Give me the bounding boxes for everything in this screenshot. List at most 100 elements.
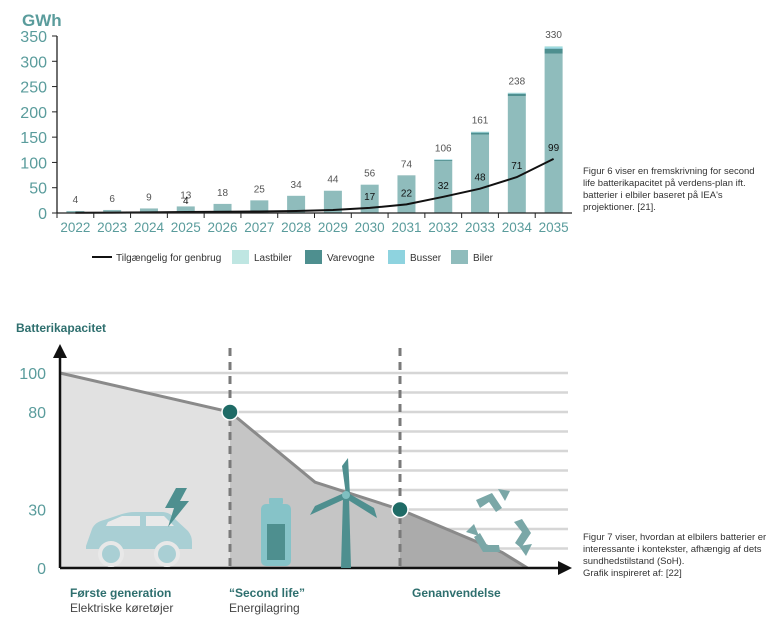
y-tick-label: 300 bbox=[20, 54, 47, 71]
y-tick-label: 200 bbox=[20, 105, 47, 122]
stage-title: Første generation bbox=[70, 586, 172, 600]
x-tick-label: 2022 bbox=[60, 220, 90, 235]
legend: Tilgængelig for genbrug Lastbiler Varevog… bbox=[92, 250, 494, 264]
line-value-label: 71 bbox=[511, 161, 523, 172]
y-tick-label: 0 bbox=[37, 561, 46, 578]
battery-capacity-lifecycle-chart: Batterikapacitet 0 30 80 100 bbox=[16, 321, 572, 578]
bar-total-label: 6 bbox=[109, 194, 115, 205]
x-tick-label: 2026 bbox=[208, 220, 238, 235]
bar-biler-2032 bbox=[434, 160, 453, 213]
y-tick-label: 30 bbox=[28, 503, 46, 520]
bar-biler-2026 bbox=[213, 203, 232, 213]
area-first-generation bbox=[60, 373, 230, 568]
bar-biler-2027 bbox=[250, 200, 269, 213]
car-charging-icon bbox=[86, 488, 192, 567]
x-tick-label: 2035 bbox=[539, 220, 569, 235]
legend-label-biler: Biler bbox=[473, 253, 494, 264]
bar-biler-2023 bbox=[103, 209, 122, 213]
bar-total-label: 9 bbox=[146, 192, 152, 203]
x-tick-label: 2031 bbox=[391, 220, 421, 235]
x-axis-arrow bbox=[558, 561, 572, 575]
bar-biler-2034 bbox=[507, 96, 526, 213]
y-axis-title: Batterikapacitet bbox=[16, 321, 106, 335]
bar-total-label: 13 bbox=[180, 190, 192, 201]
bar-biler-2028 bbox=[287, 195, 306, 213]
y-tick-label: 150 bbox=[20, 130, 47, 147]
figure-6-caption: Figur 6 viser en fremskrivning for secon… bbox=[583, 166, 755, 213]
y-axis-arrow bbox=[53, 344, 67, 358]
line-value-label: 99 bbox=[548, 143, 560, 154]
legend-label-busser: Busser bbox=[410, 253, 442, 264]
legend-swatch-busser bbox=[388, 250, 405, 264]
bar-biler-2024 bbox=[139, 208, 158, 213]
bar-busser-2034 bbox=[507, 93, 526, 94]
x-tick-label: 2023 bbox=[97, 220, 127, 235]
line-value-label: 17 bbox=[364, 192, 376, 203]
legend-line-label: Tilgængelig for genbrug bbox=[116, 253, 221, 264]
x-tick-label: 2034 bbox=[502, 220, 533, 235]
stage-subtitle: Elektriske køretøjer bbox=[70, 601, 174, 615]
bar-chart-gwh: GWh 0 50 100 150 200 250 300 350 4 6 9 13 18 25 34 44 5… bbox=[20, 11, 572, 264]
x-tick-label: 2027 bbox=[244, 220, 274, 235]
capacity-decline-line bbox=[59, 371, 529, 570]
bar-total-label: 238 bbox=[508, 77, 525, 88]
bar-total-label: 44 bbox=[327, 175, 339, 186]
bar-varevogne-2031 bbox=[397, 175, 416, 177]
line-value-label: 48 bbox=[474, 173, 486, 184]
line-value-label: 22 bbox=[401, 188, 413, 199]
bar-total-label: 106 bbox=[435, 143, 452, 154]
bar-total-label: 34 bbox=[291, 180, 303, 191]
y-axis-unit-label: GWh bbox=[22, 11, 62, 30]
bar-total-label: 56 bbox=[364, 169, 376, 180]
stage-first-generation: Første generation Elektriske køretøjer bbox=[70, 586, 173, 616]
bar-biler-2029 bbox=[323, 190, 342, 213]
bar-varevogne-2034 bbox=[507, 93, 526, 97]
transition-marker bbox=[391, 500, 409, 519]
x-tick-label: 2032 bbox=[428, 220, 458, 235]
bar-total-label: 4 bbox=[73, 195, 79, 206]
x-tick-label: 2033 bbox=[465, 220, 495, 235]
bar-total-label: 330 bbox=[545, 30, 562, 41]
bar-varevogne-2033 bbox=[471, 132, 490, 135]
x-tick-label: 2030 bbox=[355, 220, 385, 235]
battery-icon bbox=[261, 498, 291, 566]
bar-total-label: 25 bbox=[254, 184, 266, 195]
bar-biler-2033 bbox=[471, 134, 490, 213]
bar-busser-2032 bbox=[434, 159, 453, 160]
legend-swatch-biler bbox=[451, 250, 468, 264]
y-tick-label: 350 bbox=[20, 29, 47, 46]
stage-title: Genanvendelse bbox=[412, 586, 501, 600]
bar-busser-2033 bbox=[471, 132, 490, 133]
available-for-recycling-line bbox=[75, 158, 555, 214]
x-tick-label: 2025 bbox=[171, 220, 201, 235]
bar-lastbiler-2035 bbox=[544, 46, 563, 48]
y-tick-label: 250 bbox=[20, 80, 47, 97]
legend-label-varevogne: Varevogne bbox=[327, 253, 375, 264]
stage-second-life: “Second life” Energilagring bbox=[229, 586, 305, 616]
y-tick-label: 100 bbox=[20, 155, 47, 172]
bar-varevogne-2032 bbox=[434, 159, 453, 161]
stage-recycling: Genanvendelse bbox=[412, 586, 501, 601]
line-value-label: 4 bbox=[183, 196, 189, 207]
bar-biler-2022 bbox=[66, 210, 85, 213]
line-value-label: 32 bbox=[438, 181, 450, 192]
bar-biler-2030 bbox=[360, 184, 379, 213]
bar-total-label: 18 bbox=[217, 188, 229, 199]
bar-busser-2035 bbox=[544, 47, 563, 49]
y-tick-label: 0 bbox=[38, 206, 47, 223]
bar-biler-2035 bbox=[544, 53, 563, 214]
bar-total-label: 161 bbox=[472, 116, 489, 127]
bar-lastbiler-2034 bbox=[507, 92, 526, 94]
wind-turbine-icon bbox=[310, 458, 377, 568]
transition-marker bbox=[221, 403, 239, 421]
figure-7-caption: Figur 7 viser, hvordan at elbilers batte… bbox=[583, 532, 767, 579]
y-tick-label: 100 bbox=[19, 366, 46, 383]
x-tick-label: 2028 bbox=[281, 220, 311, 235]
bar-varevogne-2035 bbox=[544, 48, 563, 54]
recycle-icon bbox=[466, 489, 532, 556]
stage-subtitle: Energilagring bbox=[229, 601, 300, 615]
stage-title: “Second life” bbox=[229, 586, 306, 600]
legend-label-lastbiler: Lastbiler bbox=[254, 253, 292, 264]
bar-total-label: 74 bbox=[401, 160, 413, 171]
bar-biler-2025 bbox=[176, 206, 195, 213]
